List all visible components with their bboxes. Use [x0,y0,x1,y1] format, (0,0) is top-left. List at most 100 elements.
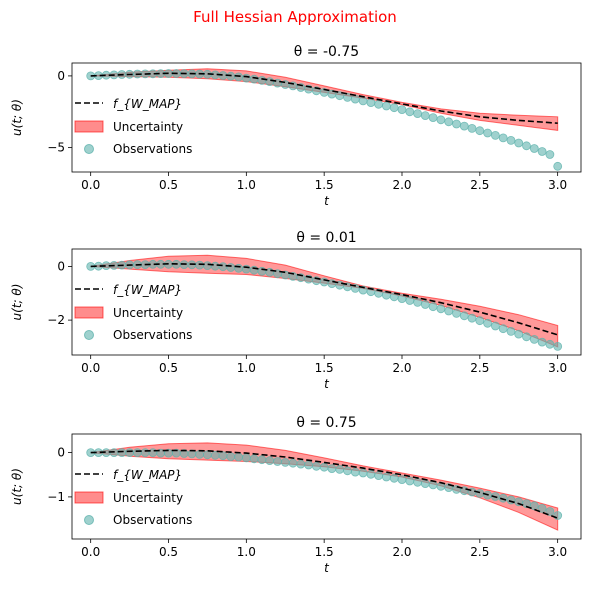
axes-frame [71,433,582,540]
plot-area [86,254,563,351]
observation-point [467,313,477,323]
observation-point [265,456,275,466]
observation-point [522,332,531,342]
plot-area [86,442,563,531]
map-mean-line [90,262,558,336]
subplot-title: θ = 0.75 [296,415,356,431]
x-tick-label: 3.0 [548,361,567,375]
y-tick-label: −1 [47,490,65,504]
observation-point [490,321,500,331]
legend-label-observations: Observations [113,328,192,342]
observation-point [311,461,321,471]
observation-point [475,316,485,326]
observation-point [241,453,251,463]
observation-point [343,466,352,476]
observation-point [288,458,298,468]
observation-point [545,339,555,349]
observation-point [475,126,485,136]
x-tick-label: 0.0 [81,178,100,192]
x-tick-label: 2.0 [392,361,411,375]
legend: f_{W_MAP} Uncertainty Observations [74,283,192,342]
observation-point [459,121,469,131]
observation-point [350,94,360,104]
subplot-title: θ = 0.01 [296,230,356,246]
observation-point [257,76,267,85]
observation-point [389,103,399,113]
observation-point [319,462,329,472]
observation-point [428,302,438,312]
legend-band-swatch [74,306,104,319]
x-tick-label: 1.0 [237,178,256,192]
observation-point [514,329,524,339]
legend-band-swatch [74,120,104,133]
legend-point-swatch [84,330,94,340]
observation-point [202,450,212,460]
x-tick-label: 2.5 [470,545,489,559]
subplot-3: 0.0 0.5 1.0 1.5 2.0 2.5 3.0 0 −1 θ = 0.75 t u(t; θ)… [10,415,582,575]
x-tick-label: 0.0 [81,361,100,375]
legend-band-swatch [74,491,104,504]
y-axis-label: u(t; θ) [10,284,24,321]
observation-point [226,263,236,272]
observation-point [374,471,384,481]
observation-point [381,101,391,111]
observation-point [210,450,220,460]
observation-point [428,113,438,122]
observation-point [452,308,461,318]
observation-point [210,261,220,271]
subplot-1: 0.0 0.5 1.0 1.5 2.0 2.5 3.0 0 −5 θ = -0.75 t u(t; θ… [10,44,582,208]
y-axis-label: u(t; θ) [10,99,24,136]
observation-point [366,98,376,107]
legend: f_{W_MAP} Uncertainty Observations [74,468,192,527]
observation-point [381,472,391,482]
observation-point [327,464,337,474]
legend-label-map: f_{W_MAP} [113,97,182,111]
observation-point [195,260,205,270]
observation-point [389,473,399,483]
legend-label-uncertainty: Uncertainty [113,491,183,505]
legend-label-uncertainty: Uncertainty [113,120,183,134]
x-tick-label: 1.0 [237,545,256,559]
x-tick-label: 2.0 [392,545,411,559]
observation-point [483,318,493,328]
observation-point [413,477,423,487]
observation-point [304,460,314,470]
observation-point [148,448,158,458]
observation-point [358,96,368,106]
legend-label-uncertainty: Uncertainty [113,306,183,320]
map-mean-line [90,449,558,519]
x-axis-label: t [324,194,330,208]
y-tick-label: 0 [57,446,65,460]
observation-point [234,72,244,82]
subplot-title: θ = -0.75 [294,44,359,60]
observation-point [506,326,516,336]
x-tick-label: 3.0 [548,545,567,559]
observation-point [350,467,360,477]
observation-point [452,119,461,129]
observation-point [405,107,415,117]
observation-point [514,138,524,148]
legend-label-map: f_{W_MAP} [113,468,182,482]
observation-point [234,452,244,462]
observation-point [218,451,228,461]
observation-point [273,457,282,466]
observation-point [467,123,477,133]
legend: f_{W_MAP} Uncertainty Observations [74,97,192,156]
plot-area [86,68,563,171]
observation-point [241,264,251,274]
y-tick-label: −2 [47,313,65,327]
observation-point [420,479,430,489]
observation-point [444,117,454,127]
observation-point [117,448,127,458]
legend-point-swatch [84,144,94,154]
observation-point [506,135,516,145]
observation-point [436,304,446,314]
observation-point [483,128,493,138]
observation-point [436,115,446,125]
x-tick-label: 1.5 [315,178,334,192]
observation-point [265,77,275,86]
observation-point [413,109,423,118]
observation-point [374,99,384,109]
figure-title: Full Hessian Approximation [193,8,397,26]
